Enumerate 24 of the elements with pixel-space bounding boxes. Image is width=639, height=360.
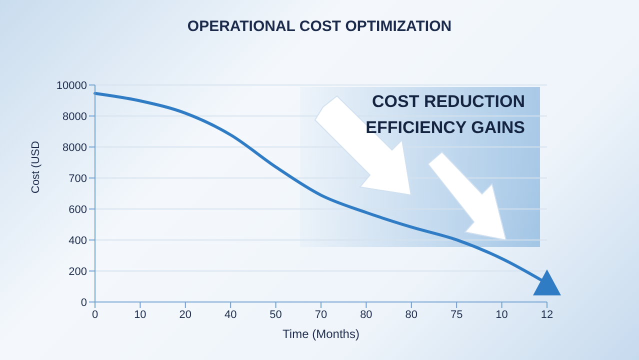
- text: 10000: [56, 80, 87, 92]
- x-tick-label: 40: [224, 308, 237, 321]
- x-tick-label: 10: [496, 308, 508, 321]
- text: 0: [80, 296, 87, 309]
- x-tick-label: 80: [360, 308, 372, 321]
- text: 400: [68, 234, 87, 247]
- text: 8000: [62, 110, 87, 123]
- text: 600: [68, 204, 87, 216]
- text: 700: [68, 172, 87, 185]
- text: 200: [68, 266, 87, 278]
- x-tick-label: 10: [134, 308, 146, 321]
- y-axis-title: Cost (USD: [30, 140, 42, 194]
- x-tick-label: 20: [179, 308, 192, 321]
- x-tick-label: 12: [540, 308, 554, 321]
- x-tick-label: 70: [314, 308, 328, 321]
- chart-title: OPERATIONAL COST OPTIMIZATION: [186, 18, 453, 35]
- x-tick-label: 0: [92, 308, 98, 321]
- text: 8000: [62, 142, 87, 154]
- x-tick-label: 50: [270, 308, 282, 321]
- annotation: COST REDUCTION: [372, 92, 525, 112]
- annotation: EFFICIENCY GAINS: [366, 118, 525, 138]
- x-tick-label: 80: [405, 308, 418, 321]
- x-axis-title: Time (Months): [282, 327, 360, 341]
- x-tick-label: 75: [450, 308, 463, 321]
